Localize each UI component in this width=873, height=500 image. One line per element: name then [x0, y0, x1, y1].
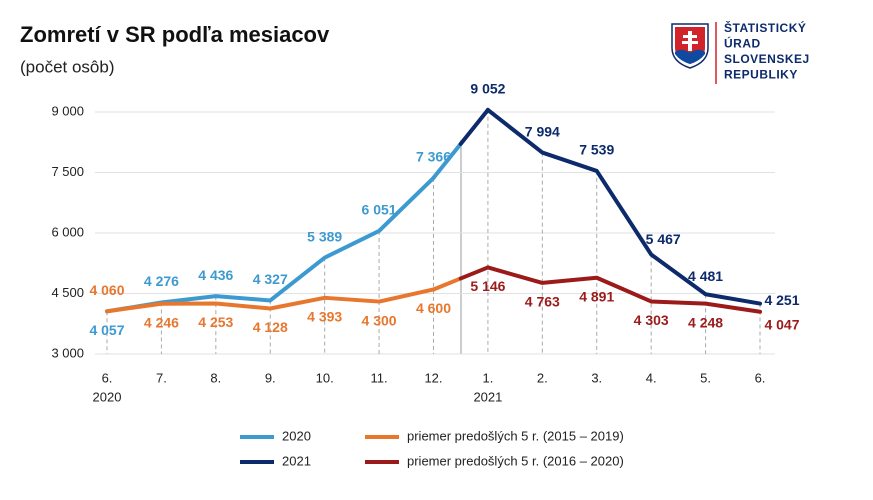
- y-tick-label: 7 500: [51, 164, 84, 179]
- data-label: 7 366: [416, 149, 451, 165]
- data-label: 4 060: [89, 282, 124, 298]
- data-label: 4 251: [764, 292, 799, 308]
- x-tick-label: 10.: [316, 370, 334, 385]
- data-label: 5 146: [470, 278, 505, 294]
- series-line: [105, 175, 436, 314]
- data-label: 4 300: [362, 312, 397, 328]
- x-tick-label: 6.: [102, 370, 113, 385]
- legend-label: 2021: [282, 453, 311, 468]
- logo-text: ÚRAD: [724, 36, 761, 51]
- x-tick-label: 7.: [156, 370, 167, 385]
- series-line: [485, 107, 762, 306]
- data-label: 4 600: [416, 300, 451, 316]
- series-line: [105, 287, 436, 314]
- data-label: 5 389: [307, 228, 342, 244]
- data-label: 9 052: [470, 81, 505, 97]
- data-label: 4 246: [144, 314, 179, 330]
- x-tick-label: 9.: [265, 370, 276, 385]
- data-label: 4 481: [688, 268, 723, 284]
- x-tick-label: 3.: [591, 370, 602, 385]
- x-year-label: 2020: [93, 389, 122, 404]
- line-connector: [458, 265, 490, 281]
- legend-label: 2020: [282, 428, 311, 443]
- logo-text: REPUBLIKY: [724, 68, 798, 82]
- data-label: 5 467: [646, 231, 681, 247]
- data-label: 4 303: [634, 312, 669, 328]
- chart-subtitle: (počet osôb): [20, 57, 115, 76]
- y-tick-label: 3 000: [51, 345, 84, 360]
- legend-label: priemer predošlých 5 r. (2016 – 2020): [407, 453, 624, 468]
- data-label: 4 891: [579, 288, 614, 304]
- chart-title: Zomretí v SR podľa mesiacov: [20, 22, 330, 47]
- logo-text: SLOVENSKEJ: [724, 52, 810, 66]
- y-tick-label: 4 500: [51, 285, 84, 300]
- x-tick-label: 1.: [482, 370, 493, 385]
- logo: [671, 22, 717, 84]
- x-tick-label: 12.: [424, 370, 442, 385]
- x-tick-label: 6.: [755, 370, 766, 385]
- data-label: 4 057: [89, 322, 124, 338]
- x-tick-label: 8.: [210, 370, 221, 385]
- data-label: 7 994: [525, 123, 560, 139]
- logo-hills: [675, 49, 705, 64]
- y-tick-label: 9 000: [51, 103, 84, 118]
- logo-cross: [682, 31, 698, 51]
- data-label: 4 047: [764, 316, 799, 332]
- data-label: 4 327: [253, 271, 288, 287]
- x-tick-label: 11.: [371, 370, 388, 385]
- x-year-label: 2021: [473, 389, 502, 404]
- line-connector: [431, 141, 463, 180]
- legend-label: priemer predošlých 5 r. (2015 – 2019): [407, 428, 624, 443]
- series-line: [485, 265, 762, 314]
- line-connector: [458, 107, 490, 146]
- data-label: 4 128: [253, 319, 288, 335]
- data-label: 4 393: [307, 309, 342, 325]
- x-tick-label: 5.: [700, 370, 711, 385]
- data-label: 4 253: [198, 314, 233, 330]
- data-label: 7 539: [579, 142, 614, 158]
- x-tick-label: 2.: [537, 370, 548, 385]
- y-tick-label: 6 000: [51, 224, 84, 239]
- data-label: 4 276: [144, 273, 179, 289]
- logo-text: ŠTATISTICKÝ: [724, 20, 806, 35]
- data-label: 4 436: [198, 267, 233, 283]
- data-label: 6 051: [362, 202, 397, 218]
- x-tick-label: 4.: [646, 370, 657, 385]
- line-connector: [431, 276, 463, 292]
- data-label: 4 763: [525, 294, 560, 310]
- data-label: 4 248: [688, 314, 723, 330]
